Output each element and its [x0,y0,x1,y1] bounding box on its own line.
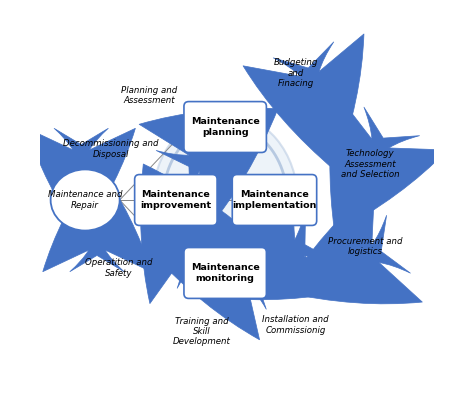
FancyArrowPatch shape [330,93,447,233]
Text: Planning and
Assessment: Planning and Assessment [121,86,178,106]
FancyBboxPatch shape [184,248,266,298]
FancyBboxPatch shape [135,174,217,226]
Text: Operatition and
Safety: Operatition and Safety [85,258,153,278]
Ellipse shape [153,114,298,286]
Text: Maintenance
implementation: Maintenance implementation [232,190,317,210]
FancyArrowPatch shape [213,181,352,300]
Text: Maintenance and
Repair: Maintenance and Repair [48,190,122,210]
Text: Installation and
Commissionig: Installation and Commissionig [262,316,328,335]
Text: Maintenance
improvement: Maintenance improvement [140,190,211,210]
FancyArrowPatch shape [151,218,286,340]
FancyArrowPatch shape [139,108,278,229]
Text: Procurement and
logistics: Procurement and logistics [328,237,402,256]
Text: Maintenance
monitoring: Maintenance monitoring [191,263,260,283]
FancyBboxPatch shape [184,102,266,152]
Ellipse shape [51,170,119,230]
FancyArrowPatch shape [43,163,151,272]
Text: Technology
Assessment
and Selection: Technology Assessment and Selection [341,149,400,179]
FancyArrowPatch shape [141,164,259,304]
Text: Maintenance
planning: Maintenance planning [191,117,260,137]
FancyBboxPatch shape [232,174,317,226]
Text: Training and
Skill
Development: Training and Skill Development [173,316,231,346]
FancyArrowPatch shape [243,34,364,171]
FancyArrowPatch shape [283,186,422,304]
FancyArrowPatch shape [27,128,136,237]
Text: Decommissioning and
Disposal: Decommissioning and Disposal [63,139,159,159]
Text: Budgeting
and
Finacing: Budgeting and Finacing [274,58,319,88]
